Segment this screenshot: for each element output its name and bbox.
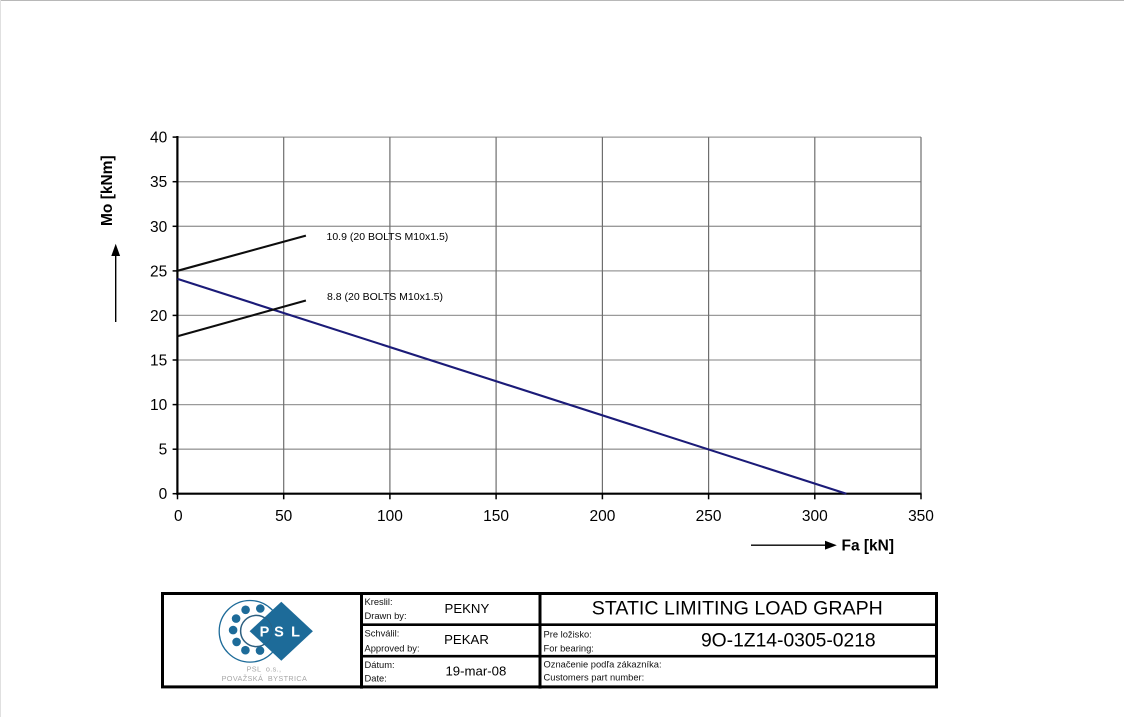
svg-text:300: 300 xyxy=(802,508,828,525)
svg-text:Označenie podľa zákazníka:: Označenie podľa zákazníka: xyxy=(544,660,662,670)
svg-text:19-mar-08: 19-mar-08 xyxy=(445,664,506,679)
svg-text:0: 0 xyxy=(174,508,183,525)
svg-text:25: 25 xyxy=(150,263,167,280)
svg-text:8.8 (20 BOLTS M10x1.5): 8.8 (20 BOLTS M10x1.5) xyxy=(327,291,443,303)
svg-text:For bearing:: For bearing: xyxy=(544,643,594,653)
svg-text:9O-1Z14-0305-0218: 9O-1Z14-0305-0218 xyxy=(701,630,876,651)
svg-text:P: P xyxy=(260,625,270,641)
svg-text:150: 150 xyxy=(483,508,509,525)
svg-text:PEKNY: PEKNY xyxy=(445,601,490,616)
svg-text:5: 5 xyxy=(159,442,168,459)
svg-text:Kreslil:: Kreslil: xyxy=(365,597,393,607)
svg-text:Fa [kN]: Fa [kN] xyxy=(842,538,895,555)
svg-text:20: 20 xyxy=(150,308,168,325)
svg-text:100: 100 xyxy=(377,508,403,525)
svg-text:S: S xyxy=(274,625,284,641)
svg-text:STATIC LIMITING LOAD GRAPH: STATIC LIMITING LOAD GRAPH xyxy=(592,598,883,620)
svg-text:350: 350 xyxy=(908,508,934,525)
svg-text:50: 50 xyxy=(275,508,293,525)
svg-text:30: 30 xyxy=(150,219,168,236)
svg-text:0: 0 xyxy=(159,486,168,503)
svg-text:Pre ložisko:: Pre ložisko: xyxy=(544,629,592,639)
svg-text:200: 200 xyxy=(589,508,615,525)
svg-text:Drawn by:: Drawn by: xyxy=(365,611,407,621)
svg-text:PEKAR: PEKAR xyxy=(444,632,489,647)
svg-text:Mo [kNm]: Mo [kNm] xyxy=(99,155,116,226)
svg-text:15: 15 xyxy=(150,353,167,370)
svg-text:40: 40 xyxy=(150,130,168,147)
svg-text:L: L xyxy=(291,625,300,641)
svg-text:Customers part number:: Customers part number: xyxy=(544,673,645,683)
svg-text:PSL o.s.,: PSL o.s., xyxy=(247,665,282,674)
svg-text:Date:: Date: xyxy=(365,673,387,683)
svg-text:POVAŽSKÁ BYSTRICA: POVAŽSKÁ BYSTRICA xyxy=(222,674,308,683)
svg-text:Approved by:: Approved by: xyxy=(365,643,420,653)
svg-text:Dátum:: Dátum: xyxy=(365,660,395,670)
svg-text:Schválil:: Schválil: xyxy=(365,628,400,638)
svg-text:10: 10 xyxy=(150,397,168,414)
svg-text:250: 250 xyxy=(696,508,722,525)
svg-text:10.9 (20 BOLTS M10x1.5): 10.9 (20 BOLTS M10x1.5) xyxy=(327,231,449,243)
svg-text:35: 35 xyxy=(150,174,167,191)
